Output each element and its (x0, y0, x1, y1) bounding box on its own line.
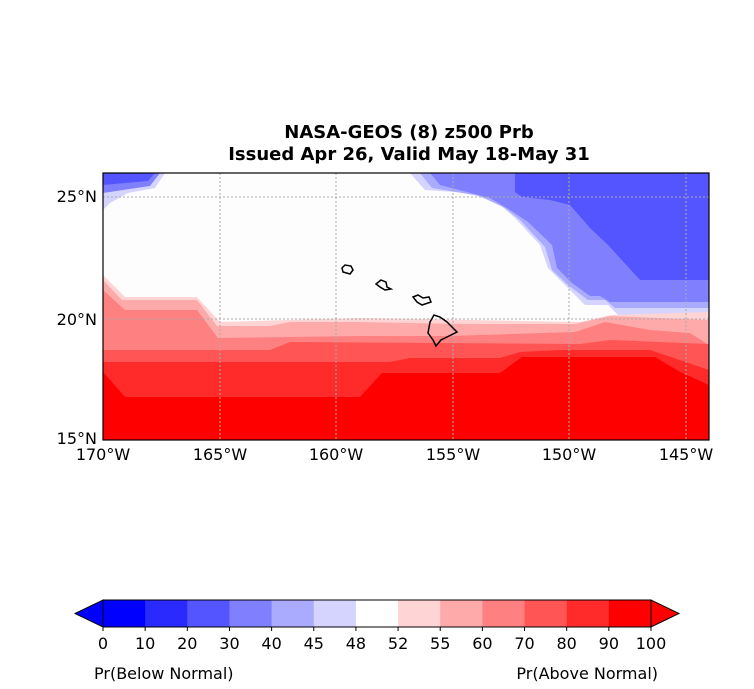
gridlines (103, 173, 709, 440)
hawaii-big-island (427, 314, 459, 348)
colorbar-swatch (145, 600, 188, 627)
lon-tick-label: 155°W (426, 445, 481, 464)
colorbar-swatch (482, 600, 526, 627)
ne-below-20 (515, 173, 709, 280)
colorbar: 0 10 20 30 40 45 48 52 55 60 70 80 90 100 (73, 599, 681, 653)
nw-below-20 (103, 173, 155, 185)
colorbar-swatch (355, 600, 399, 627)
lat-tick-label: 15°N (57, 429, 97, 448)
lat-tick-label: 25°N (57, 187, 97, 206)
colorbar-swatch (103, 600, 146, 627)
lon-tick-label: 160°W (309, 445, 364, 464)
colorbar-tick-label: 80 (557, 634, 577, 653)
colorbar-tick-label: 100 (636, 634, 667, 653)
kauai-island (341, 264, 354, 275)
colorbar-swatch (398, 600, 441, 627)
colorbar-tick-label: 10 (135, 634, 155, 653)
lon-tick-labels: 170°W 165°W 160°W 155°W 150°W 145°W (76, 445, 714, 464)
colorbar-tick-label: 45 (304, 634, 324, 653)
colorbar-tick-label: 60 (472, 634, 492, 653)
ne-below-20b (520, 173, 709, 195)
lon-tick-label: 170°W (76, 445, 131, 464)
lat-tick-label: 20°N (57, 310, 97, 329)
lat-tick-labels: 25°N 20°N 15°N (57, 187, 97, 448)
probability-field (103, 173, 709, 440)
colorbar-extend-high (650, 599, 681, 628)
colorbar-tick-label: 0 (98, 634, 108, 653)
colorbar-swatch (271, 600, 315, 627)
map-title-line2: Issued Apr 26, Valid May 18-May 31 (228, 144, 590, 165)
colorbar-swatch (566, 600, 610, 627)
map-frame (102, 172, 710, 441)
colorbar-swatch (187, 600, 230, 627)
colorbar-frame (102, 599, 652, 628)
colorbar-swatch (440, 600, 483, 627)
colorbar-tick-label: 90 (599, 634, 619, 653)
colorbar-tick-label: 70 (514, 634, 534, 653)
coastlines (341, 264, 459, 348)
colorbar-extend-low (73, 599, 104, 628)
colorbar-tick-label: 48 (346, 634, 366, 653)
colorbar-tick-label: 52 (388, 634, 408, 653)
colorbar-label-above: Pr(Above Normal) (516, 664, 658, 683)
colorbar-swatch (313, 600, 357, 627)
lon-tick-label: 145°W (659, 445, 714, 464)
colorbar-tick-label: 40 (261, 634, 281, 653)
maui-molokai-islands (411, 294, 432, 306)
colorbar-swatch (524, 600, 568, 627)
lon-tick-label: 150°W (542, 445, 597, 464)
oahu-island (374, 279, 394, 291)
map-title-line1: NASA-GEOS (8) z500 Prb (284, 122, 534, 143)
lon-tick-label: 165°W (193, 445, 248, 464)
colorbar-tick-label: 20 (177, 634, 197, 653)
colorbar-tick-label: 55 (430, 634, 450, 653)
colorbar-swatch (229, 600, 273, 627)
south-above-100 (103, 357, 709, 440)
colorbar-tick-label: 30 (219, 634, 239, 653)
colorbar-swatch (608, 600, 652, 627)
colorbar-label-below: Pr(Below Normal) (94, 664, 234, 683)
